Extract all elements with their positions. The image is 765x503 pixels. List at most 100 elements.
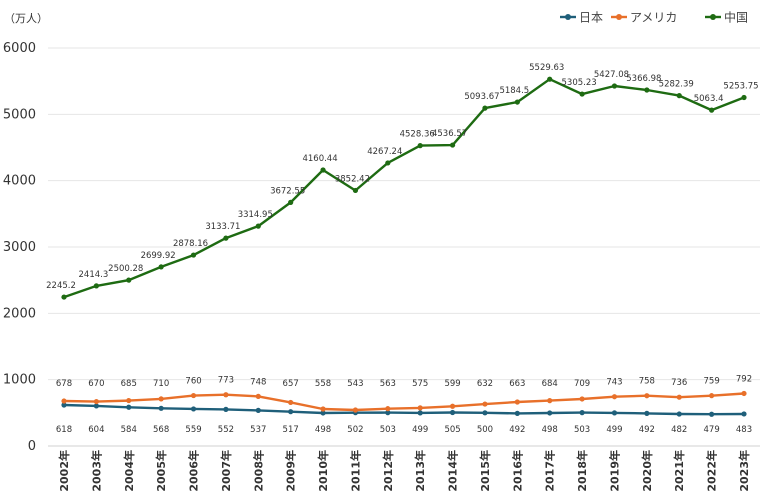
- series-line-china: [63, 77, 745, 299]
- data-label-japan: 492: [509, 425, 525, 435]
- data-point-usa: [417, 405, 423, 411]
- data-point-japan: [320, 410, 326, 416]
- data-label-usa: 748: [250, 377, 266, 387]
- data-label-usa: 558: [315, 379, 331, 389]
- unit-label: （万人）: [4, 12, 48, 25]
- data-point-china: [709, 107, 715, 113]
- x-tick-label: 2005年: [154, 450, 168, 492]
- data-label-usa: 685: [121, 379, 137, 389]
- data-point-japan: [61, 402, 67, 408]
- data-point-usa: [547, 398, 553, 404]
- data-label-china: 5305.23: [562, 78, 597, 88]
- data-label-japan: 503: [574, 425, 590, 435]
- data-point-usa: [579, 396, 585, 402]
- y-tick-label: 1000: [3, 373, 36, 388]
- data-label-china: 5063.4: [694, 94, 724, 104]
- data-point-usa: [514, 399, 520, 405]
- data-label-usa: 759: [704, 377, 720, 387]
- data-point-japan: [547, 410, 553, 416]
- data-label-japan: 559: [185, 425, 201, 435]
- data-label-china: 2414.3: [79, 270, 109, 280]
- y-tick-label: 6000: [3, 41, 36, 56]
- data-label-usa: 773: [218, 376, 234, 386]
- data-label-usa: 563: [380, 379, 396, 389]
- data-point-usa: [190, 392, 197, 399]
- data-point-japan: [158, 405, 164, 411]
- data-point-usa: [482, 401, 488, 407]
- data-point-usa: [676, 394, 682, 400]
- data-label-usa: 670: [88, 379, 104, 389]
- data-label-japan: 499: [606, 425, 622, 435]
- series-line-japan: [63, 403, 745, 416]
- legend-label-usa: アメリカ: [630, 11, 677, 25]
- y-tick-label: 5000: [3, 107, 36, 122]
- data-point-usa: [709, 393, 715, 399]
- x-tick-label: 2006年: [187, 450, 201, 492]
- data-label-china: 4267.24: [367, 147, 402, 157]
- data-point-japan: [709, 411, 715, 417]
- data-point-china: [320, 167, 326, 173]
- x-axis-ticks: 2002年 2003年 2004年 2005年 2006年 2007年 2008年 2009年…: [57, 450, 751, 492]
- data-label-japan: 537: [250, 425, 266, 435]
- data-point-japan: [385, 410, 391, 416]
- data-point-china: [547, 76, 553, 82]
- data-label-china: 2245.2: [46, 281, 76, 291]
- data-point-china: [93, 283, 99, 289]
- data-point-china: [158, 264, 164, 270]
- legend-label-china: 中国: [724, 10, 748, 25]
- data-point-china: [417, 143, 423, 149]
- y-tick-label: 3000: [3, 240, 36, 255]
- data-point-china: [255, 223, 261, 229]
- data-label-usa: 710: [153, 379, 169, 389]
- x-tick-label: 2004年: [122, 450, 136, 492]
- data-label-china: 5282.39: [659, 80, 694, 90]
- data-label-usa: 758: [639, 377, 655, 387]
- x-tick-label: 2017年: [543, 450, 557, 492]
- data-point-usa: [320, 406, 326, 412]
- data-label-china: 5529.63: [529, 63, 564, 73]
- data-point-usa: [449, 403, 456, 409]
- data-point-china: [61, 294, 67, 300]
- data-point-china: [288, 199, 294, 205]
- data-point-japan: [93, 403, 99, 409]
- data-point-japan: [126, 404, 132, 410]
- data-label-usa: 792: [736, 374, 752, 384]
- data-point-japan: [482, 410, 488, 416]
- data-label-china: 4528.36: [400, 130, 435, 140]
- data-label-japan: 502: [347, 425, 363, 435]
- legend-marker-usa: [616, 14, 622, 20]
- data-point-usa: [158, 396, 164, 402]
- x-tick-label: 2010年: [316, 450, 330, 492]
- data-point-china: [126, 277, 132, 283]
- gridlines: [48, 47, 760, 447]
- x-tick-label: 2013年: [413, 450, 427, 492]
- data-point-japan: [449, 409, 456, 416]
- data-point-usa: [741, 390, 747, 397]
- data-point-usa: [288, 399, 294, 406]
- data-label-japan: 618: [56, 425, 72, 435]
- data-label-japan: 498: [315, 425, 331, 435]
- data-point-china: [223, 235, 229, 241]
- data-point-china: [385, 160, 391, 166]
- x-tick-label: 2018年: [575, 450, 589, 492]
- data-point-china: [352, 187, 359, 194]
- data-label-usa: 632: [477, 379, 493, 389]
- data-label-usa: 678: [56, 379, 72, 389]
- x-tick-label: 2020年: [640, 450, 654, 492]
- x-tick-label: 2002年: [57, 450, 71, 492]
- x-tick-label: 2016年: [510, 450, 524, 492]
- y-axis-ticks: 0 1000 2000 3000 4000 5000 6000: [3, 41, 36, 454]
- data-point-china: [644, 87, 650, 93]
- data-point-japan: [255, 407, 261, 413]
- data-label-japan: 584: [121, 425, 137, 435]
- data-point-japan: [190, 406, 197, 412]
- data-point-japan: [223, 406, 229, 412]
- data-point-china: [611, 83, 618, 89]
- data-label-usa: 736: [671, 378, 687, 388]
- x-tick-label: 2019年: [607, 450, 621, 492]
- data-point-japan: [579, 410, 585, 416]
- data-label-usa: 543: [347, 379, 363, 389]
- data-label-usa: 663: [509, 379, 525, 389]
